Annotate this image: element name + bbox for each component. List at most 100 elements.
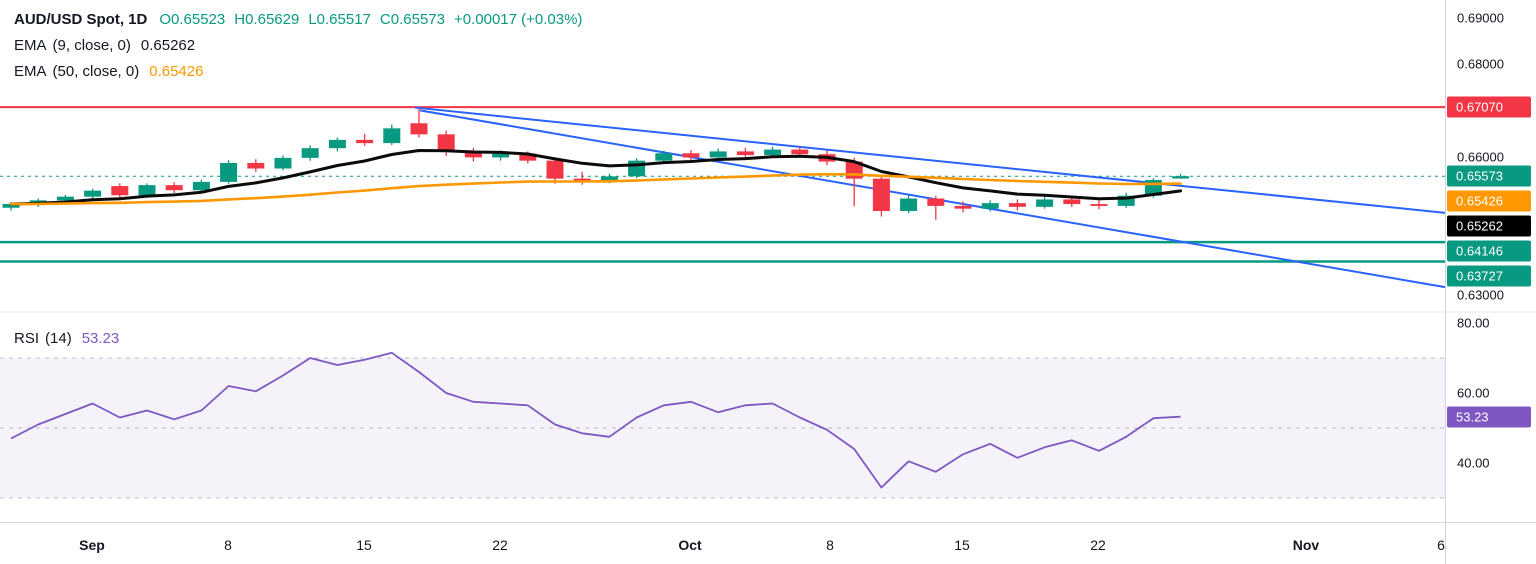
low-label: L bbox=[308, 10, 317, 28]
candle-up bbox=[301, 148, 319, 158]
candle-down bbox=[927, 198, 945, 206]
candle-down bbox=[437, 134, 455, 152]
open-number: 0.65523 bbox=[171, 10, 226, 28]
time-axis-label: 6 bbox=[1437, 537, 1445, 553]
ema50-legend-row[interactable]: EMA (50, close, 0) 0.65426 bbox=[14, 58, 582, 84]
close-label: C bbox=[379, 10, 391, 28]
price-tick-label: 0.63000 bbox=[1457, 287, 1504, 303]
close-value: C0.65573 bbox=[380, 11, 445, 28]
ema50-name: EMA bbox=[14, 62, 47, 80]
candle-up bbox=[138, 185, 156, 196]
close-number: 0.65573 bbox=[390, 10, 445, 28]
candle-up bbox=[1036, 199, 1054, 207]
rsi-legend: RSI (14) 53.23 bbox=[14, 325, 119, 351]
candle-down bbox=[736, 151, 754, 156]
price-tick-label: 0.69000 bbox=[1457, 10, 1504, 26]
open-value: O0.65523 bbox=[159, 11, 225, 28]
time-axis-label: 8 bbox=[224, 537, 232, 553]
symbol-title: AUD/USD Spot, 1D bbox=[14, 10, 148, 28]
candle-down bbox=[791, 149, 809, 155]
ema9-params: (9, close, 0) bbox=[52, 36, 131, 54]
candle-down bbox=[247, 162, 265, 169]
candle-down bbox=[1063, 199, 1081, 205]
candle-down bbox=[464, 151, 482, 158]
symbol-legend-row[interactable]: AUD/USD Spot, 1D O0.65523 H0.65629 L0.65… bbox=[14, 6, 582, 32]
rsi-tick-label: 40.00 bbox=[1457, 455, 1490, 471]
candle-down bbox=[682, 153, 700, 158]
time-axis-label: Sep bbox=[79, 537, 105, 553]
chart-legend: AUD/USD Spot, 1D O0.65523 H0.65629 L0.65… bbox=[14, 6, 582, 84]
candle-down bbox=[546, 160, 564, 179]
time-axis[interactable]: Sep 8 15 22 Oct 8 15 22 Nov 6 bbox=[0, 522, 1536, 564]
candle-down bbox=[410, 123, 428, 135]
candle-up bbox=[1172, 176, 1190, 179]
candle-up bbox=[274, 157, 292, 169]
change-value: +0.00017 (+0.03%) bbox=[453, 10, 583, 28]
ohlc-values: O0.65523 H0.65629 L0.65517 C0.65573 +0.0… bbox=[159, 11, 582, 28]
ema9-line bbox=[9, 149, 1183, 206]
candle-down bbox=[165, 185, 183, 191]
rsi-tick-label: 60.00 bbox=[1457, 385, 1490, 401]
rsi-params: (14) bbox=[45, 329, 72, 347]
time-axis-label: 15 bbox=[356, 537, 372, 553]
price-badge: 0.65262 bbox=[1447, 215, 1531, 237]
candle-down bbox=[519, 153, 537, 161]
price-badge: 0.64146 bbox=[1447, 240, 1531, 262]
candle-down bbox=[954, 205, 972, 209]
rsi-band bbox=[0, 358, 1445, 498]
candle-up bbox=[655, 153, 673, 161]
rsi-name: RSI bbox=[14, 329, 40, 347]
price-badge: 0.67070 bbox=[1447, 96, 1531, 118]
candle-down bbox=[872, 178, 890, 211]
candle-down bbox=[1008, 203, 1026, 207]
rsi-tick-label: 80.00 bbox=[1457, 315, 1490, 331]
candle-up bbox=[383, 128, 401, 144]
candle-up bbox=[2, 204, 20, 208]
ema50-params: (50, close, 0) bbox=[52, 62, 140, 80]
rsi-line bbox=[10, 351, 1181, 489]
candle-down bbox=[111, 186, 129, 196]
ema9-value: 0.65262 bbox=[140, 36, 196, 54]
candle-up bbox=[1117, 195, 1135, 206]
high-value: H0.65629 bbox=[234, 11, 299, 28]
ema50-line bbox=[9, 172, 1182, 206]
high-label: H bbox=[234, 10, 246, 28]
candle-down bbox=[356, 139, 374, 144]
trendline[interactable] bbox=[414, 106, 1446, 214]
price-tick-label: 0.68000 bbox=[1457, 56, 1504, 72]
open-label: O bbox=[159, 10, 172, 28]
candle-up bbox=[84, 190, 102, 197]
time-axis-label: 15 bbox=[954, 537, 970, 553]
candle-up bbox=[492, 153, 510, 158]
time-axis-label: Nov bbox=[1292, 537, 1320, 553]
rsi-badge: 53.23 bbox=[1447, 406, 1531, 428]
candle-up bbox=[56, 196, 74, 201]
candle-up bbox=[764, 149, 782, 156]
low-value: L0.65517 bbox=[308, 11, 371, 28]
rsi-value: 53.23 bbox=[81, 329, 120, 347]
candle-up bbox=[220, 162, 238, 182]
price-axis[interactable]: 0.69000 0.68000 0.66000 0.63000 80.00 60.00 40… bbox=[1445, 0, 1536, 564]
candle-up bbox=[328, 139, 346, 149]
candle-down bbox=[573, 178, 591, 181]
price-badge: 0.65426 bbox=[1447, 190, 1531, 212]
candle-up bbox=[192, 181, 210, 191]
low-number: 0.65517 bbox=[316, 10, 371, 28]
time-axis-label: 8 bbox=[826, 537, 834, 553]
price-badge: 0.65573 bbox=[1447, 165, 1531, 187]
candle-up bbox=[981, 203, 999, 209]
candle-down bbox=[1090, 204, 1108, 206]
high-number: 0.65629 bbox=[245, 10, 300, 28]
time-axis-label: 22 bbox=[1090, 537, 1106, 553]
ema50-value: 0.65426 bbox=[149, 62, 204, 80]
candle-up bbox=[709, 151, 727, 158]
price-badge: 0.63727 bbox=[1447, 265, 1531, 287]
ema9-name: EMA bbox=[14, 36, 47, 54]
ema9-legend-row[interactable]: EMA (9, close, 0) 0.65262 bbox=[14, 32, 582, 58]
time-axis-label: 22 bbox=[492, 537, 508, 553]
candle-up bbox=[900, 198, 918, 211]
rsi-legend-row[interactable]: RSI (14) 53.23 bbox=[14, 325, 119, 351]
candle-up bbox=[600, 176, 618, 181]
